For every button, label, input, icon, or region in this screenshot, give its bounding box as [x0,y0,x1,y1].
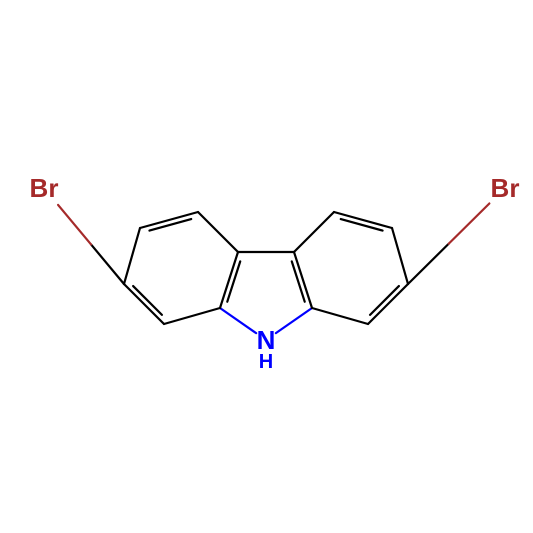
br-atom-label: Br [491,173,520,203]
molecule-diagram: NHBrBr [0,0,533,533]
br-atom-label: Br [30,173,59,203]
nh-hydrogen-label: H [259,351,273,373]
